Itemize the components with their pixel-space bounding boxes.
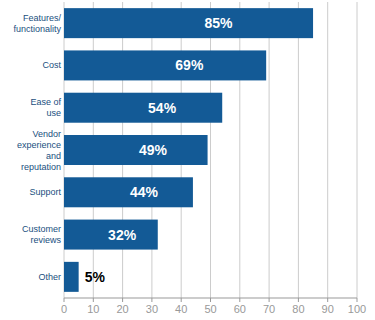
category-label: Support: [29, 187, 61, 197]
data-label: 54%: [148, 100, 177, 116]
grid-line: [298, 2, 299, 298]
tick-label: 0: [61, 303, 67, 315]
bar: [64, 220, 158, 250]
tick-mark: [269, 298, 270, 302]
grid-line: [357, 2, 358, 298]
bar: [64, 8, 313, 38]
category-label-line: Customer: [22, 224, 61, 234]
tick-mark: [298, 298, 299, 302]
chart: 0 10 20 30 40 50 60 70 80 90 100 Features/functiona…: [0, 0, 375, 320]
category-label-line: experience: [17, 140, 61, 150]
tick-mark: [122, 298, 123, 302]
data-label: 85%: [204, 15, 233, 31]
grid-line: [269, 2, 270, 298]
category-label-line: Support: [29, 187, 61, 197]
bar: [64, 177, 193, 207]
tick-label: 70: [263, 303, 275, 315]
tick-label: 60: [234, 303, 246, 315]
tick-mark: [151, 298, 152, 302]
tick-label: 80: [292, 303, 304, 315]
category-label: Customerreviews: [22, 224, 62, 245]
tick-mark: [210, 298, 211, 302]
data-label: 69%: [175, 57, 204, 73]
tick-label: 20: [116, 303, 128, 315]
tick-mark: [181, 298, 182, 302]
bar: [64, 93, 222, 123]
tick-label: 100: [348, 303, 366, 315]
tick-label: 90: [322, 303, 334, 315]
category-label: Other: [38, 272, 61, 282]
category-label-line: Features/: [23, 13, 62, 23]
tick-label: 10: [87, 303, 99, 315]
tick-label: 30: [146, 303, 158, 315]
bar: [64, 135, 208, 165]
tick-mark: [239, 298, 240, 302]
category-label: Features/functionality: [13, 13, 61, 34]
tick-mark: [357, 298, 358, 302]
category-label-line: Vendor: [32, 129, 61, 139]
data-label: 49%: [139, 142, 168, 158]
data-label: 44%: [130, 184, 159, 200]
category-label-line: reputation: [21, 162, 61, 172]
bar: [64, 50, 266, 80]
tick-mark: [64, 298, 65, 302]
category-label-line: use: [46, 108, 61, 118]
labels: Features/functionality 85% Cost 69% Ease ofu…: [13, 13, 232, 285]
data-label: 5%: [85, 269, 106, 285]
grid-line: [239, 2, 240, 298]
category-label-line: Ease of: [30, 97, 61, 107]
category-label-line: functionality: [13, 24, 61, 34]
data-label: 32%: [108, 227, 137, 243]
grid-line: [210, 2, 211, 298]
category-label: Ease ofuse: [30, 97, 61, 118]
category-label: Cost: [42, 60, 61, 70]
category-label-line: reviews: [30, 235, 61, 245]
tick-label: 50: [204, 303, 216, 315]
category-label-line: and: [46, 151, 61, 161]
tick-mark: [93, 298, 94, 302]
grid: 0 10 20 30 40 50 60 70 80 90 100: [61, 2, 366, 315]
category-label: Vendorexperienceandreputation: [17, 129, 61, 172]
x-axis: [64, 298, 357, 299]
bars: [64, 8, 313, 292]
bar: [64, 262, 79, 292]
category-label-line: Cost: [42, 60, 61, 70]
tick-label: 40: [175, 303, 187, 315]
category-label-line: Other: [38, 272, 61, 282]
tick-mark: [327, 298, 328, 302]
grid-line: [327, 2, 328, 298]
